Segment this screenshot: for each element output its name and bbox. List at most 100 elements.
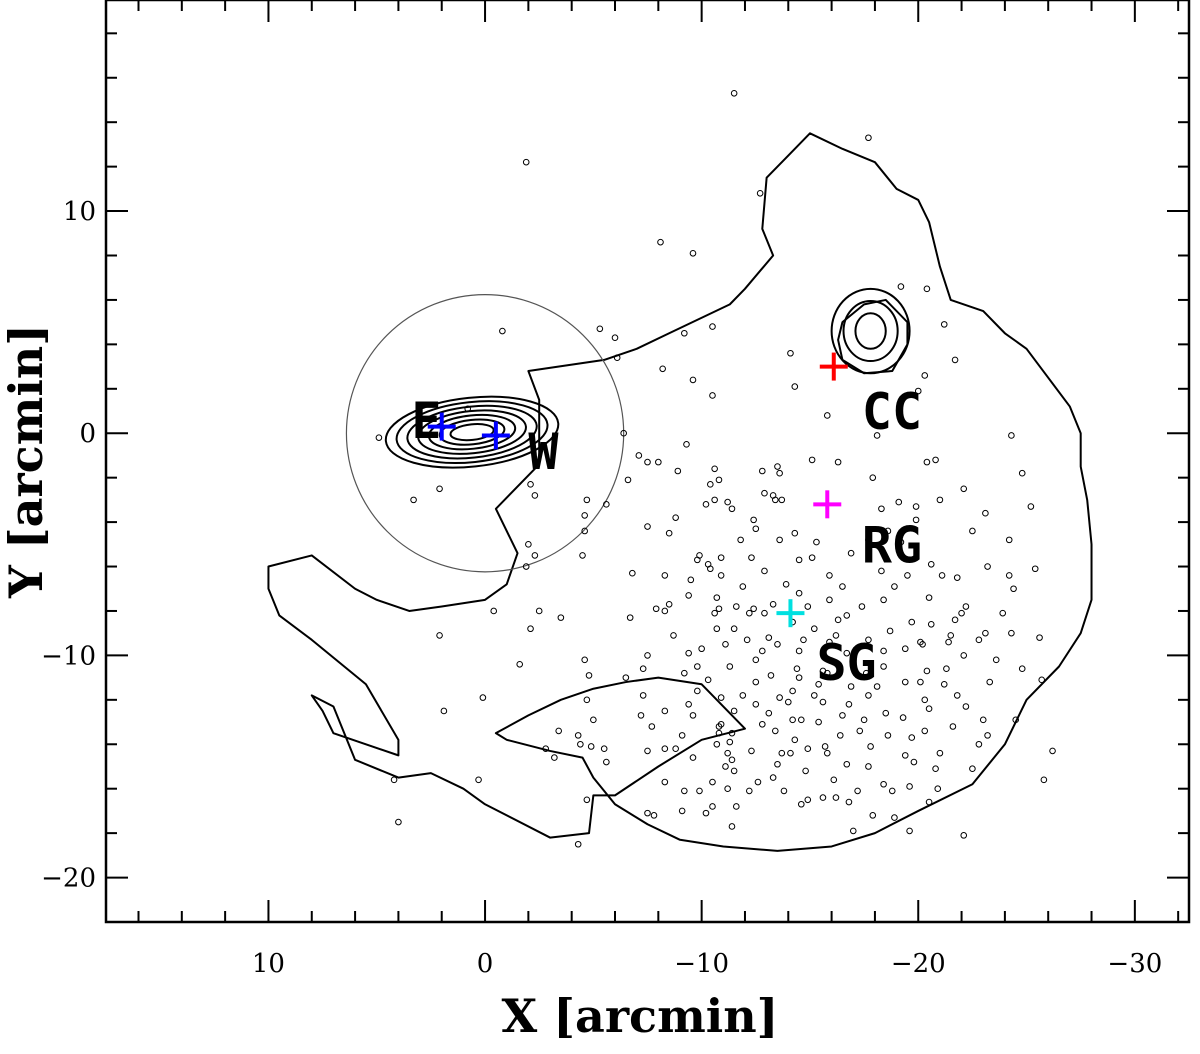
contour-line — [842, 300, 899, 363]
galaxy-point — [934, 785, 942, 792]
galaxy-point — [925, 798, 933, 806]
galaxy-point — [797, 716, 805, 724]
galaxy-point — [551, 754, 558, 761]
x-tick-label: −20 — [891, 949, 946, 979]
galaxy-point — [882, 709, 890, 717]
galaxy-point — [776, 469, 783, 477]
y-tick-label: 0 — [79, 419, 96, 449]
x-tick-label: −30 — [1107, 949, 1162, 979]
galaxy-point — [395, 818, 402, 826]
galaxy-point — [613, 354, 621, 361]
galaxy-point — [713, 625, 721, 633]
galaxy-point — [696, 787, 703, 795]
galaxy-point — [778, 749, 786, 757]
galaxy-point — [581, 512, 588, 519]
galaxy-point — [527, 625, 534, 633]
galaxy-point — [878, 567, 885, 575]
galaxy-point — [1010, 585, 1017, 593]
galaxy-point — [862, 669, 870, 677]
galaxy-point — [936, 749, 944, 757]
galaxy-point — [717, 554, 725, 561]
galaxy-point — [743, 636, 751, 644]
galaxy-point — [715, 723, 723, 730]
galaxy-point — [873, 683, 881, 690]
galaxy-point — [650, 812, 658, 819]
contour-line — [449, 423, 495, 442]
galaxy-point — [912, 503, 920, 510]
label-w: W — [528, 423, 559, 481]
galaxy-point — [603, 758, 610, 766]
galaxy-point — [661, 572, 669, 579]
galaxy-point — [830, 776, 838, 784]
galaxy-point — [836, 732, 844, 739]
x-tick-label: 10 — [252, 949, 285, 979]
contour-line — [267, 132, 1093, 852]
galaxy-point — [769, 774, 777, 781]
galaxy-point — [960, 832, 968, 839]
galaxy-point — [908, 618, 916, 626]
contour-line — [854, 312, 887, 350]
galaxy-point — [722, 763, 729, 770]
axis-tick-labels: 10 0 −10 −20 −30 10 0 −10 −20 — [41, 197, 1162, 979]
galaxy-point — [856, 727, 864, 735]
galaxy-point — [945, 638, 952, 646]
galaxy-point — [927, 561, 935, 568]
galaxy-point — [702, 501, 710, 508]
x-axis-label: X [arcmin] — [502, 989, 779, 1043]
galaxy-point — [832, 794, 840, 801]
y-tick-label: 10 — [63, 197, 96, 227]
galaxy-point — [904, 572, 911, 579]
galaxy-point — [849, 827, 857, 835]
galaxy-point — [778, 496, 786, 504]
galaxy-point — [694, 663, 701, 670]
galaxy-point — [555, 727, 562, 735]
galaxy-point — [826, 572, 833, 579]
galaxy-point — [758, 647, 766, 655]
galaxy-point — [789, 716, 796, 724]
galaxy-point — [819, 667, 827, 675]
galaxy-point — [810, 625, 818, 633]
galaxy-point — [698, 645, 705, 653]
galaxy-point — [713, 594, 721, 601]
galaxy-point — [681, 329, 688, 337]
galaxy-point — [843, 760, 851, 768]
galaxy-point — [847, 549, 855, 557]
galaxy-point — [600, 745, 608, 753]
galaxy-point — [678, 732, 686, 739]
galaxy-point — [583, 796, 591, 804]
galaxy-point — [975, 636, 983, 644]
galaxy-points — [375, 90, 1056, 848]
galaxy-point — [797, 800, 805, 808]
galaxy-point — [943, 665, 950, 673]
galaxy-point — [895, 498, 903, 506]
galaxy-point — [962, 703, 970, 710]
galaxy-point — [854, 787, 861, 795]
galaxy-point — [761, 609, 768, 617]
y-axis-label: Y [arcmin] — [0, 324, 53, 599]
galaxy-point — [921, 696, 929, 704]
group-center-markers — [427, 352, 848, 628]
galaxy-point — [826, 596, 833, 604]
galaxy-point — [1012, 716, 1020, 724]
galaxy-point — [522, 158, 530, 166]
galaxy-point — [661, 607, 669, 615]
galaxy-point — [960, 652, 968, 659]
galaxy-point — [535, 607, 543, 615]
galaxy-point — [886, 627, 894, 635]
galaxy-point — [949, 723, 957, 730]
galaxy-point — [960, 485, 968, 493]
galaxy-point — [689, 249, 697, 257]
galaxy-point — [821, 743, 829, 750]
galaxy-point — [557, 614, 565, 621]
galaxy-point — [808, 456, 816, 464]
galaxy-point — [678, 807, 686, 815]
galaxy-point — [901, 645, 909, 653]
galaxy-point — [531, 552, 539, 559]
galaxy-point — [992, 656, 1000, 664]
galaxy-point — [901, 678, 909, 686]
galaxy-point — [644, 523, 651, 530]
galaxy-point — [730, 767, 738, 775]
galaxy-point — [843, 612, 851, 619]
galaxy-point — [626, 614, 634, 621]
galaxy-point — [726, 663, 734, 670]
